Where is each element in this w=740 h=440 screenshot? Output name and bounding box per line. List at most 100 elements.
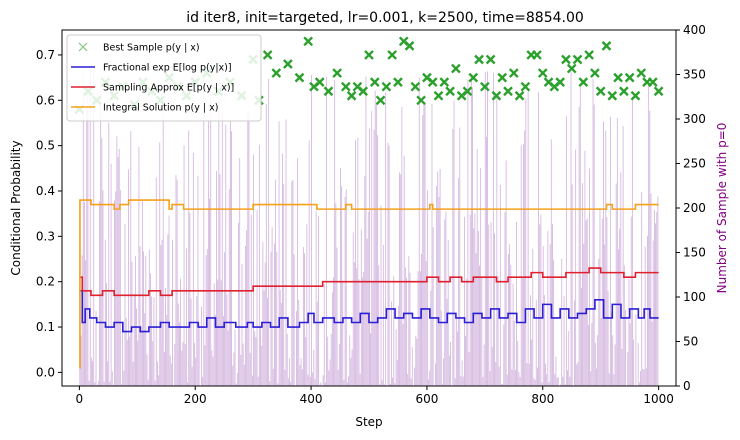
zero-prob-bar — [409, 272, 411, 386]
zero-prob-bar — [525, 98, 527, 386]
zero-prob-bar — [375, 102, 377, 387]
zero-prob-bar — [374, 90, 376, 386]
zero-prob-bar — [320, 382, 322, 386]
zero-prob-bar — [400, 174, 402, 386]
zero-prob-bar — [130, 131, 132, 386]
zero-prob-bar — [466, 278, 468, 386]
zero-prob-bar — [524, 130, 526, 386]
zero-prob-bar — [108, 122, 110, 387]
zero-prob-bar — [518, 371, 520, 386]
zero-prob-bar — [459, 127, 461, 387]
zero-prob-bar — [276, 251, 278, 386]
zero-prob-bar — [170, 363, 172, 386]
y-tick-label: 0.0 — [36, 365, 55, 379]
zero-prob-bar — [490, 222, 492, 386]
zero-prob-bar — [111, 371, 113, 386]
zero-prob-bar — [117, 157, 119, 386]
best-sample-marker — [404, 41, 415, 51]
zero-prob-bar — [648, 79, 650, 386]
zero-prob-bar — [308, 140, 310, 386]
zero-prob-bar — [548, 381, 550, 386]
zero-prob-bar — [392, 377, 394, 386]
fractional-line — [79, 289, 659, 333]
zero-prob-bar — [384, 384, 385, 386]
best-sample-marker — [323, 86, 334, 97]
zero-prob-bar — [319, 384, 321, 386]
zero-prob-bar — [612, 335, 614, 386]
zero-prob-bar — [553, 260, 555, 386]
zero-prob-bar — [396, 359, 398, 386]
zero-prob-bar — [565, 116, 567, 387]
zero-prob-bar — [397, 306, 399, 386]
zero-prob-bar — [201, 306, 202, 386]
zero-prob-bar — [184, 344, 186, 386]
zero-prob-bar — [126, 340, 128, 386]
zero-prob-bar — [495, 362, 497, 386]
best-sample-marker — [340, 81, 351, 92]
zero-prob-bar — [140, 326, 142, 386]
zero-prob-bar — [343, 379, 345, 386]
y2-axis-label: Number of Sample with p=0 — [715, 123, 729, 294]
zero-prob-bar — [362, 277, 363, 386]
zero-prob-bar — [446, 298, 448, 386]
zero-prob-bar — [465, 335, 467, 386]
zero-prob-bar — [226, 294, 228, 386]
zero-prob-bar — [526, 363, 528, 386]
zero-prob-bar — [601, 218, 603, 386]
zero-prob-bar — [329, 359, 331, 386]
zero-prob-bar — [570, 72, 572, 387]
zero-prob-bar — [504, 212, 506, 386]
zero-prob-bar — [492, 72, 494, 387]
zero-prob-bar — [482, 377, 484, 386]
zero-prob-bar — [429, 370, 431, 386]
zero-prob-bar — [629, 323, 631, 386]
zero-prob-bar — [652, 240, 654, 386]
zero-prob-bar — [656, 211, 658, 386]
zero-prob-bar — [379, 384, 381, 386]
zero-prob-bar — [207, 119, 209, 386]
zero-prob-bar — [531, 339, 533, 386]
zero-prob-bar — [547, 231, 549, 386]
zero-prob-bar — [304, 253, 305, 386]
zero-prob-bar — [554, 373, 556, 386]
zero-prob-bar — [155, 177, 157, 386]
zero-prob-bar — [640, 371, 641, 386]
zero-prob-bar — [621, 348, 623, 386]
zero-prob-bar — [349, 335, 351, 386]
zero-prob-bar — [282, 153, 283, 386]
zero-prob-bar — [225, 124, 227, 386]
zero-prob-bar — [88, 380, 90, 386]
zero-prob-bar — [598, 258, 600, 386]
zero-prob-bar — [657, 196, 659, 386]
zero-prob-bar — [198, 323, 200, 386]
zero-prob-bar — [309, 376, 311, 386]
zero-prob-bar — [415, 335, 417, 386]
zero-prob-bar — [441, 384, 443, 386]
zero-prob-bar — [452, 129, 454, 386]
zero-prob-bar — [622, 125, 624, 387]
zero-prob-bar — [249, 352, 251, 386]
zero-prob-bar — [369, 128, 370, 386]
zero-prob-bar — [416, 338, 418, 386]
zero-prob-bar — [86, 107, 88, 386]
zero-prob-bar — [499, 184, 501, 386]
zero-prob-bar — [608, 373, 610, 386]
best-sample-marker — [387, 50, 398, 60]
zero-prob-bar — [395, 329, 397, 386]
zero-prob-bar — [623, 265, 625, 386]
best-sample-marker — [283, 59, 293, 69]
zero-prob-bar — [576, 364, 578, 386]
zero-prob-bar — [477, 230, 479, 386]
best-sample-marker — [262, 50, 273, 60]
zero-prob-bar — [109, 381, 111, 386]
y-tick-label: 0.4 — [36, 184, 55, 198]
zero-prob-bar — [371, 110, 373, 387]
zero-prob-bar — [562, 376, 564, 386]
zero-prob-bar — [642, 368, 644, 386]
zero-prob-bar — [593, 104, 595, 386]
zero-prob-bar — [425, 261, 427, 386]
zero-prob-bar — [489, 371, 491, 386]
best-sample-marker — [520, 81, 531, 92]
zero-prob-bar — [330, 334, 332, 386]
zero-prob-bar — [183, 145, 185, 386]
